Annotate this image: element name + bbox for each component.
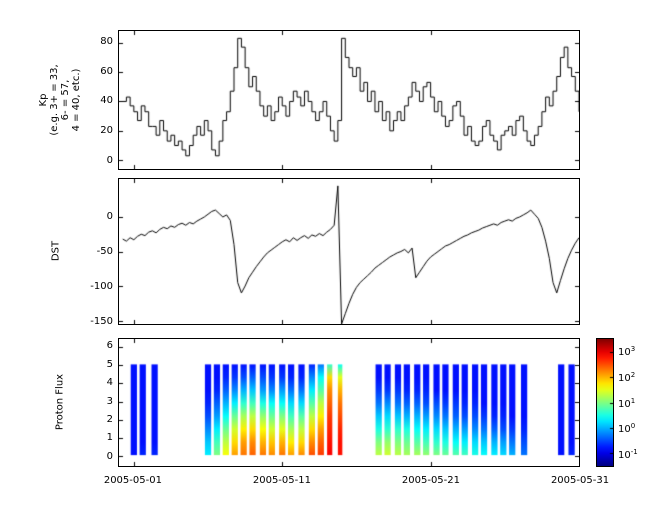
dst-plot-canvas <box>119 179 579 324</box>
flux-ytick-label: 3 <box>106 395 113 407</box>
colorbar-tick-label: 102 <box>618 370 636 384</box>
colorbar <box>596 338 614 467</box>
colorbar-tick-label: 101 <box>618 396 636 410</box>
kp-axis-label: Kp (e.g. 3+ = 33, 6- = 57, 4 = 40, etc.) <box>38 64 82 135</box>
kp-axis-label-line: (e.g. 3+ = 33, <box>49 64 60 136</box>
colorbar-canvas <box>597 339 613 466</box>
x-tick-label: 2005-05-21 <box>401 475 461 486</box>
flux-ytick-label: 1 <box>106 432 113 444</box>
kp-plot-canvas <box>119 31 579 169</box>
kp-ytick-label: 40 <box>100 95 113 107</box>
x-tick-label: 2005-05-31 <box>550 475 610 486</box>
kp-axis-label-line: Kp <box>38 93 49 107</box>
colorbar-tick-label: 100 <box>618 422 636 436</box>
dst-ytick-label: -50 <box>96 245 113 257</box>
x-tick-label: 2005-05-01 <box>103 475 162 486</box>
x-tick-label: 2005-05-11 <box>252 475 311 486</box>
dst-ytick-label: -100 <box>90 280 113 292</box>
proton-flux-axis-label: Proton Flux <box>54 373 66 431</box>
kp-ytick-label: 20 <box>100 125 113 137</box>
kp-axis-label-line: 4 = 40, etc.) <box>71 68 82 132</box>
kp-ytick-label: 60 <box>100 65 113 77</box>
kp-ytick-label: 80 <box>100 35 113 47</box>
flux-ytick-label: 6 <box>106 340 113 352</box>
proton-flux-panel <box>118 338 580 467</box>
kp-axis-label-line: 6- = 57, <box>60 79 71 121</box>
flux-ytick-label: 0 <box>106 450 113 462</box>
dst-panel <box>118 178 580 325</box>
flux-ytick-label: 4 <box>106 377 113 389</box>
proton-flux-spectrogram-canvas <box>119 339 579 466</box>
flux-ytick-label: 5 <box>106 358 113 370</box>
dst-ytick-label: 0 <box>106 210 113 222</box>
kp-panel <box>118 30 580 170</box>
dst-ytick-label: -150 <box>90 315 113 327</box>
flux-ytick-label: 2 <box>106 414 113 425</box>
colorbar-tick-label: 10-1 <box>618 447 638 462</box>
kp-ytick-label: 0 <box>106 155 113 167</box>
dst-axis-label: DST <box>50 240 62 262</box>
colorbar-tick-label: 103 <box>618 344 636 359</box>
